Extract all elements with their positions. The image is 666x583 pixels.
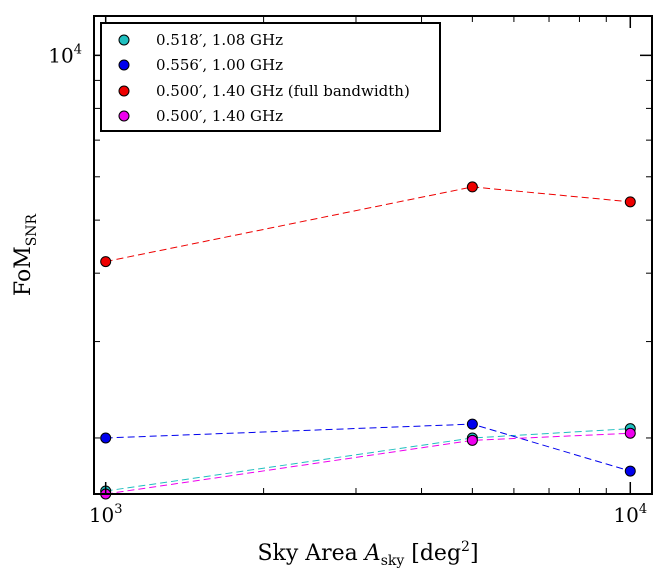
y-tick-label-base: 10 bbox=[48, 43, 73, 67]
series-2-point bbox=[624, 196, 636, 208]
series-2-point bbox=[466, 181, 478, 193]
legend-label-1: 0.556′, 1.00 GHz bbox=[156, 56, 283, 74]
y-axis-label-sub: SNR bbox=[24, 213, 40, 246]
legend-marker-0 bbox=[118, 34, 130, 46]
x-axis-label-main: Sky Area bbox=[257, 541, 364, 566]
y-axis-label-main: FoM bbox=[11, 246, 36, 296]
legend-label-2: 0.500′, 1.40 GHz (full bandwidth) bbox=[156, 82, 410, 100]
legend-marker-1 bbox=[118, 59, 130, 71]
y-tick-label-exp: 4 bbox=[74, 42, 82, 57]
legend-box bbox=[100, 22, 441, 132]
series-1-point bbox=[624, 465, 636, 477]
x-tick-label-base: 10 bbox=[613, 503, 638, 527]
x-axis-label-sup: 2 bbox=[461, 539, 470, 555]
x-tick-label-base: 10 bbox=[89, 503, 114, 527]
x-tick-label: 103 bbox=[89, 502, 123, 527]
y-tick-label: 104 bbox=[48, 42, 82, 67]
x-axis-label-close: ] bbox=[470, 541, 479, 566]
x-axis-label-var: A bbox=[363, 541, 381, 566]
legend-marker-3 bbox=[118, 110, 130, 122]
x-axis-label: Sky Area Asky [deg2] bbox=[257, 539, 478, 569]
x-axis-label-units: [deg bbox=[404, 541, 461, 566]
series-line-0 bbox=[105, 428, 631, 492]
series-2-point bbox=[100, 256, 112, 268]
x-axis-label-sub: sky bbox=[381, 553, 405, 569]
y-axis-label: FoMSNR bbox=[11, 213, 40, 296]
legend-marker-2 bbox=[118, 85, 130, 97]
series-1-point bbox=[100, 432, 112, 444]
legend: 0.518′, 1.08 GHz 0.556′, 1.00 GHz 0.500′, … bbox=[100, 22, 441, 132]
legend-label-3: 0.500′, 1.40 GHz bbox=[156, 107, 283, 125]
series-1-point bbox=[466, 418, 478, 430]
series-line-3 bbox=[105, 432, 631, 495]
x-tick-label-exp: 3 bbox=[114, 502, 122, 517]
x-tick-label: 104 bbox=[613, 502, 647, 527]
plot-frame bbox=[93, 15, 653, 495]
legend-entries: 0.518′, 1.08 GHz 0.556′, 1.00 GHz 0.500′, … bbox=[118, 31, 410, 125]
series-3-point bbox=[466, 434, 478, 446]
legend-label-0: 0.518′, 1.08 GHz bbox=[156, 31, 283, 49]
series-3-point bbox=[624, 427, 636, 439]
x-tick-label-exp: 4 bbox=[639, 502, 647, 517]
